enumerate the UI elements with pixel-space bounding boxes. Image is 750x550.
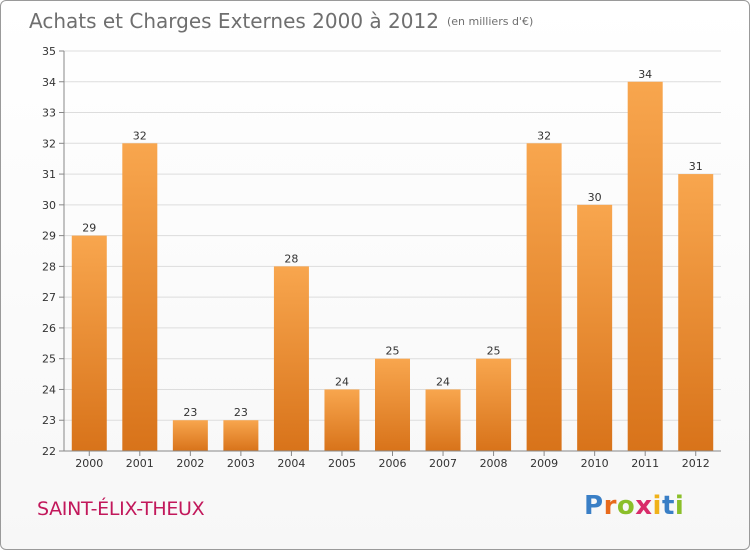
- logo-letter: i: [652, 491, 662, 521]
- ytick-label: 30: [42, 199, 56, 212]
- xtick-label-2008: 2008: [480, 457, 508, 470]
- bar-2011: [627, 81, 663, 452]
- ytick-label: 24: [42, 383, 56, 396]
- data-label-2009: 32: [537, 129, 551, 142]
- logo-letter: P: [584, 491, 604, 521]
- data-label-2002: 23: [183, 406, 197, 419]
- bar-2005: [324, 389, 360, 451]
- ytick-label: 32: [42, 137, 56, 150]
- proxiti-logo: Proxiti: [584, 491, 684, 521]
- logo-letter: i: [674, 491, 685, 521]
- ytick-label: 35: [42, 45, 56, 58]
- logo-letter: x: [635, 491, 653, 521]
- bar-2010: [577, 204, 613, 451]
- ytick-label: 33: [42, 107, 56, 120]
- xtick-label-2003: 2003: [227, 457, 255, 470]
- xtick-label-2001: 2001: [126, 457, 154, 470]
- ytick-label: 26: [42, 322, 56, 335]
- xtick-label-2000: 2000: [75, 457, 103, 470]
- ytick-label: 29: [42, 230, 56, 243]
- data-label-2000: 29: [82, 222, 96, 235]
- ytick-label: 27: [42, 291, 56, 304]
- xtick-label-2009: 2009: [530, 457, 558, 470]
- ytick-label: 23: [42, 414, 56, 427]
- xtick-label-2012: 2012: [682, 457, 710, 470]
- xtick-label-2011: 2011: [631, 457, 659, 470]
- bar-layer: 29 32 23 23 28 24 25 24 25 32 30 34 31: [71, 68, 714, 452]
- data-label-2007: 24: [436, 375, 450, 388]
- bar-2006: [375, 358, 410, 451]
- ytick-label: 31: [42, 168, 56, 181]
- xtick-label-2010: 2010: [581, 457, 609, 470]
- logo-letter: t: [661, 491, 675, 521]
- axis-layer: 22 23 24 25 26 27 28 29 30 31 32 33 34 35 2000 2001 2002…: [42, 45, 721, 470]
- ytick-label: 25: [42, 353, 56, 366]
- bar-2000: [71, 235, 107, 451]
- bar-2007: [425, 389, 461, 451]
- ytick-label: 34: [42, 76, 56, 89]
- xtick-label-2007: 2007: [429, 457, 457, 470]
- data-label-2011: 34: [638, 68, 652, 81]
- data-label-2010: 30: [588, 191, 602, 204]
- bar-2001: [122, 143, 158, 452]
- ytick-label: 22: [42, 445, 56, 458]
- data-label-2005: 24: [335, 375, 349, 388]
- chart-title: Achats et Charges Externes 2000 à 2012 (e…: [29, 9, 533, 33]
- xtick-label-2006: 2006: [379, 457, 407, 470]
- data-label-2003: 23: [234, 406, 248, 419]
- bar-2004: [273, 266, 309, 451]
- title-text: Achats et Charges Externes 2000 à 2012: [29, 9, 439, 33]
- ytick-label: 28: [42, 260, 56, 273]
- data-label-2004: 28: [284, 252, 298, 265]
- xtick-label-2004: 2004: [277, 457, 305, 470]
- unit-label: (en milliers d'€): [446, 15, 534, 28]
- bar-2009: [526, 143, 562, 452]
- bar-2008: [476, 358, 512, 451]
- bar-2012: [678, 174, 714, 452]
- bar-2003: [223, 420, 259, 451]
- xtick-label-2002: 2002: [176, 457, 204, 470]
- data-label-2006: 25: [386, 345, 400, 358]
- xtick-label-2005: 2005: [328, 457, 356, 470]
- bar-2002: [172, 420, 208, 451]
- logo-letter: r: [603, 491, 617, 521]
- data-label-2001: 32: [133, 129, 147, 142]
- data-label-2008: 25: [487, 345, 501, 358]
- data-label-2012: 31: [689, 160, 703, 173]
- place-name: SAINT-ÉLIX-THEUX: [37, 498, 205, 520]
- logo-letter: o: [616, 491, 636, 521]
